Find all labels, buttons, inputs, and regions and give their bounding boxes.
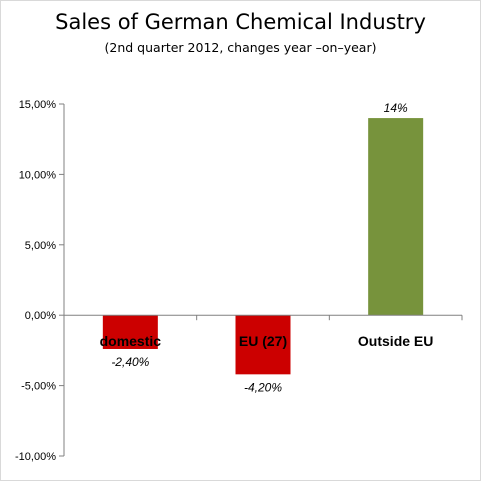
chart-title: Sales of German Chemical Industry [55,10,426,34]
data-label-0: -2,40% [111,355,149,369]
data-label-2: 14% [384,101,408,115]
category-label-1: EU (27) [239,333,287,349]
bar-2 [368,118,424,316]
labels: -2,40% domestic -4,20% EU (27) 14% Outside EU [100,101,434,394]
y-tick-label: -5,00% [21,381,56,393]
category-label-0: domestic [100,333,162,349]
bar-0 [102,315,158,349]
y-tick-label: 5,00% [25,240,56,252]
bars [102,118,424,375]
y-tick-label: 0,00% [25,310,56,322]
y-ticks: 15,00% 10,00% 5,00% 0,00% -5,00% -10,00% [15,99,463,463]
y-tick-label: -10,00% [15,451,56,463]
data-label-1: -4,20% [244,380,282,394]
bar-1 [235,315,291,375]
y-tick-label: 10,00% [19,169,57,181]
y-tick-label: 15,00% [19,99,57,111]
chart-subtitle: (2nd quarter 2012, changes year –on–year… [104,40,377,55]
category-label-2: Outside EU [358,333,433,349]
